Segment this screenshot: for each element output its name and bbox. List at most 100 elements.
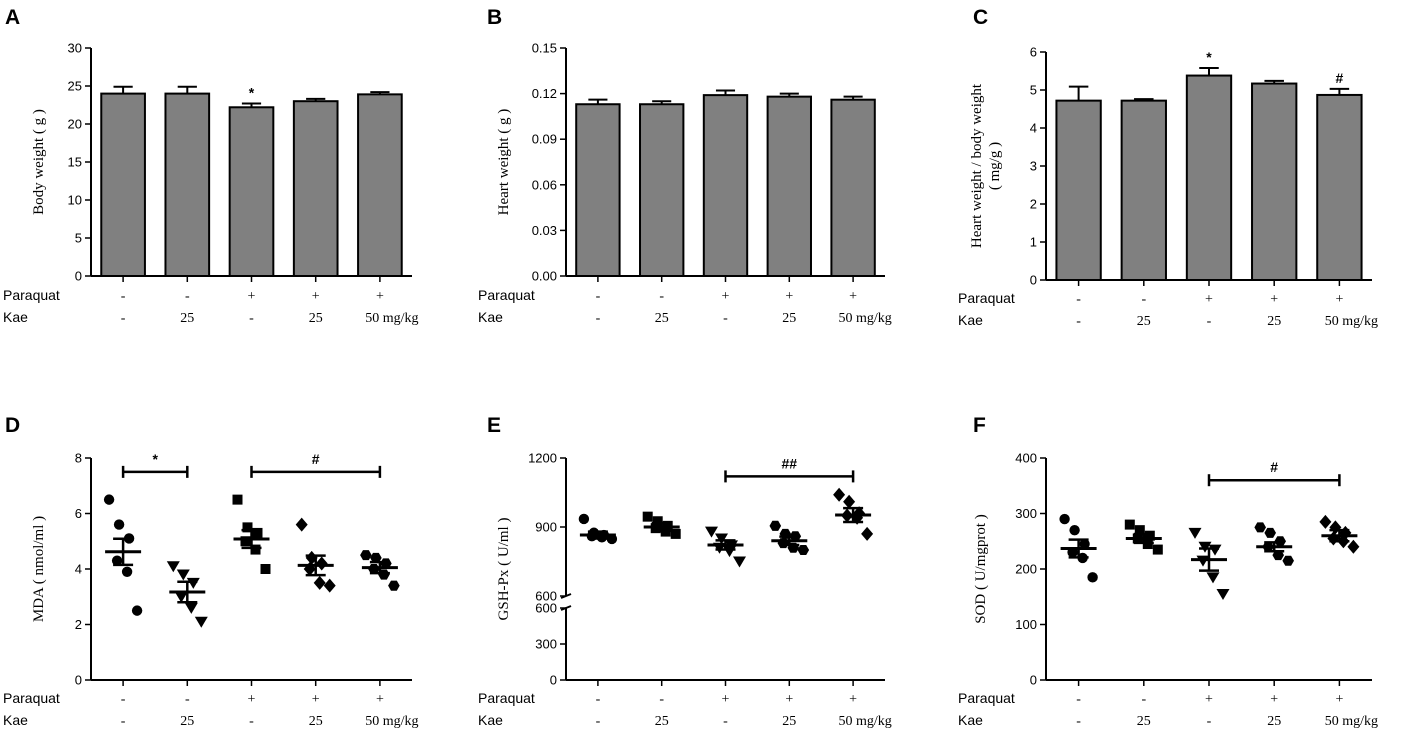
- y-axis-title: Heart weight / body weight: [969, 83, 985, 248]
- paraquat-value: +: [849, 289, 857, 304]
- y-tick-label: 0: [1030, 673, 1037, 688]
- paraquat-value: +: [376, 692, 384, 707]
- paraquat-value: +: [785, 692, 793, 707]
- data-point: [1347, 539, 1360, 554]
- kae-value: 25: [655, 714, 669, 729]
- y-tick-label: 600: [535, 601, 557, 616]
- paraquat-value: -: [1141, 292, 1146, 307]
- bar: [575, 103, 621, 277]
- paraquat-value: +: [1270, 292, 1278, 307]
- bar: [228, 106, 275, 277]
- y-tick-label: 25: [68, 79, 82, 94]
- data-point: [1206, 572, 1220, 584]
- paraquat-value: +: [1335, 692, 1343, 707]
- kae-row-label: Kae: [958, 712, 983, 728]
- bar: [1055, 99, 1102, 281]
- y-axis-title: Heart weight ( g ): [496, 109, 512, 216]
- paraquat-value: -: [185, 692, 190, 707]
- significance-mark: ##: [782, 455, 798, 471]
- paraquat-row-label: Paraquat: [958, 290, 1015, 306]
- data-point: [252, 527, 263, 538]
- bar: [357, 93, 403, 277]
- data-point: [705, 526, 718, 538]
- data-point: [370, 552, 382, 563]
- data-point: [1254, 522, 1266, 533]
- y-tick-label: 600: [535, 589, 557, 604]
- y-tick-label: 900: [535, 520, 557, 535]
- panel-a: A 0 5 10 15 20 25 30 Body weight ( g ) * Paraquat K…: [3, 6, 419, 326]
- kae-value: -: [121, 311, 126, 326]
- paraquat-value: -: [1141, 692, 1146, 707]
- panel-label: E: [487, 414, 501, 437]
- y-tick-label: 0.00: [532, 269, 557, 284]
- kae-value: -: [1076, 714, 1081, 729]
- data-point: [715, 533, 728, 545]
- y-axis-title: SOD ( U/mgprot ): [973, 514, 989, 624]
- bar: [639, 103, 685, 277]
- bar: [766, 95, 812, 277]
- y-tick-label: 200: [1015, 562, 1037, 577]
- data-point: [1152, 544, 1163, 555]
- data-point: [797, 545, 810, 555]
- data-point: [843, 494, 856, 509]
- bar: [830, 98, 876, 278]
- paraquat-row-label: Paraquat: [958, 690, 1015, 706]
- bar: [1316, 93, 1363, 281]
- y-tick-label: 6: [75, 506, 82, 521]
- y-tick-label: 0.12: [532, 86, 557, 101]
- kae-value: -: [1207, 314, 1212, 329]
- paraquat-value: +: [849, 692, 857, 707]
- data-point: [1087, 572, 1098, 583]
- panel-label: C: [973, 6, 988, 29]
- data-point: [652, 516, 663, 527]
- data-point: [1319, 514, 1332, 529]
- kae-value: 25: [1137, 714, 1151, 729]
- data-point: [250, 544, 261, 555]
- panel-d: D 0 2 4 6 8 MDA ( nmol/ml ) * # Paraquat Kae - - - 25 +…: [3, 414, 419, 729]
- paraquat-row-label: Paraquat: [3, 690, 60, 706]
- paraquat-row-label: Paraquat: [478, 287, 535, 303]
- bar: [702, 94, 749, 278]
- y-tick-label: 300: [1015, 506, 1037, 521]
- data-point: [1327, 531, 1340, 546]
- y-axis-title: Body weight ( g ): [31, 109, 47, 215]
- paraquat-value: +: [1205, 292, 1213, 307]
- paraquat-value: +: [376, 289, 384, 304]
- significance-mark: *: [1206, 49, 1212, 65]
- data-point: [578, 513, 590, 525]
- kae-value: 50 mg/kg: [838, 714, 891, 729]
- kae-value: 25: [782, 714, 796, 729]
- y-tick-label: 2: [1030, 197, 1037, 212]
- significance-mark: *: [249, 84, 255, 100]
- y-tick-label: 0: [550, 673, 557, 688]
- paraquat-value: -: [185, 289, 190, 304]
- data-point: [1282, 555, 1294, 566]
- paraquat-value: +: [722, 692, 730, 707]
- data-point: [131, 605, 143, 616]
- panel-label: B: [487, 6, 502, 29]
- kae-value: -: [1076, 314, 1081, 329]
- kae-value: 50 mg/kg: [365, 311, 418, 326]
- y-tick-label: 2: [75, 617, 82, 632]
- data-point: [260, 564, 271, 574]
- data-point: [103, 494, 115, 505]
- panel-label: A: [5, 6, 20, 29]
- paraquat-value: +: [1205, 692, 1213, 707]
- paraquat-value: +: [312, 692, 320, 707]
- paraquat-row-label: Paraquat: [478, 690, 535, 706]
- kae-row-label: Kae: [3, 309, 28, 325]
- y-tick-label: 0: [75, 673, 82, 688]
- kae-value: -: [121, 714, 126, 729]
- kae-value: -: [723, 714, 728, 729]
- data-point: [360, 550, 372, 561]
- paraquat-value: -: [1076, 692, 1081, 707]
- y-tick-label: 8: [75, 451, 82, 466]
- y-tick-label: 0.03: [532, 223, 557, 238]
- data-point: [174, 591, 188, 603]
- data-point: [121, 566, 133, 577]
- y-tick-label: 4: [75, 562, 82, 577]
- paraquat-value: +: [722, 289, 730, 304]
- y-tick-label: 15: [68, 155, 82, 170]
- data-point: [1196, 555, 1210, 567]
